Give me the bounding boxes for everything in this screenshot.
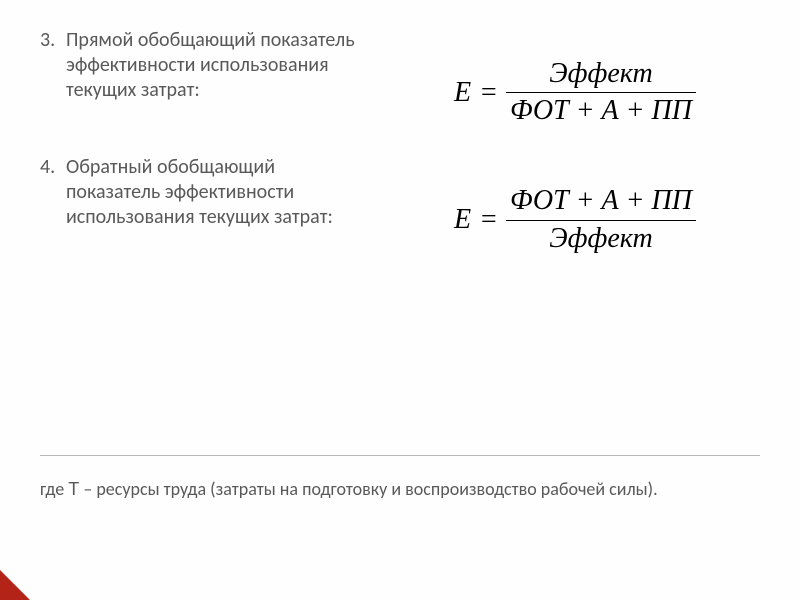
footnote-area: где Т – ресурсы труда (затраты на подгот… — [40, 455, 760, 501]
item-text-block: 3. Прямой обобщающий показатель эффектив… — [40, 28, 380, 103]
equals-sign: = — [479, 77, 498, 109]
footnote: где Т – ресурсы труда (затраты на подгот… — [40, 478, 760, 501]
footnote-rest: – ресурсы труда (затраты на подготовку и… — [79, 478, 657, 500]
content-area: 3. Прямой обобщающий показатель эффектив… — [40, 28, 764, 283]
formula: E = Эффект ФОТ + А + ПП — [454, 58, 696, 127]
formula-lhs: E — [454, 77, 471, 109]
corner-accent-icon — [0, 570, 30, 600]
item-description: Обратный обобщающий показатель эффективн… — [66, 155, 380, 230]
formula-block: E = ФОТ + А + ПП Эффект — [380, 155, 764, 254]
denominator: ФОТ + А + ПП — [506, 95, 696, 127]
formula: E = ФОТ + А + ПП Эффект — [454, 185, 696, 254]
numerator: Эффект — [545, 58, 656, 90]
list-item: 4. Обратный обобщающий показатель эффект… — [40, 155, 764, 254]
divider — [40, 455, 760, 456]
fraction: Эффект ФОТ + А + ПП — [506, 58, 696, 127]
fraction: ФОТ + А + ПП Эффект — [506, 185, 696, 254]
item-description: Прямой обобщающий показатель эффективнос… — [66, 28, 380, 103]
numerator: ФОТ + А + ПП — [506, 185, 696, 217]
fraction-bar — [506, 220, 696, 221]
equals-sign: = — [479, 204, 498, 236]
item-number: 4. — [40, 155, 66, 179]
denominator: Эффект — [545, 223, 656, 255]
footnote-variable: Т — [68, 479, 79, 499]
fraction-bar — [506, 92, 696, 93]
item-text-block: 4. Обратный обобщающий показатель эффект… — [40, 155, 380, 230]
list-item: 3. Прямой обобщающий показатель эффектив… — [40, 28, 764, 127]
item-number: 3. — [40, 28, 66, 52]
slide: 3. Прямой обобщающий показатель эффектив… — [0, 0, 800, 600]
footnote-prefix: где — [40, 478, 68, 500]
formula-lhs: E — [454, 204, 471, 236]
formula-block: E = Эффект ФОТ + А + ПП — [380, 28, 764, 127]
